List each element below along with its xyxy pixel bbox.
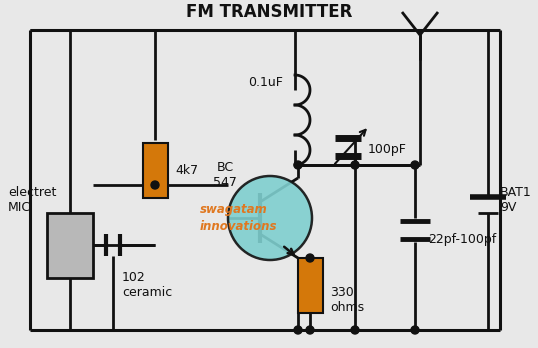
Text: electret
MIC: electret MIC bbox=[8, 186, 56, 214]
Circle shape bbox=[151, 181, 159, 189]
Circle shape bbox=[411, 161, 419, 169]
Circle shape bbox=[351, 161, 359, 169]
Text: BC
547: BC 547 bbox=[213, 161, 237, 189]
Bar bbox=[143, 142, 167, 198]
Bar bbox=[47, 213, 93, 277]
Circle shape bbox=[351, 326, 359, 334]
Circle shape bbox=[306, 326, 314, 334]
Circle shape bbox=[411, 326, 419, 334]
Circle shape bbox=[294, 326, 302, 334]
Text: 100pF: 100pF bbox=[368, 143, 407, 157]
Text: swagatam
innovations: swagatam innovations bbox=[200, 204, 278, 232]
Circle shape bbox=[228, 176, 312, 260]
Circle shape bbox=[306, 254, 314, 262]
Text: 22pf-100pf: 22pf-100pf bbox=[428, 234, 496, 246]
Text: BAT1
9V: BAT1 9V bbox=[500, 186, 532, 214]
Text: 102
ceramic: 102 ceramic bbox=[122, 271, 172, 299]
Text: 330
ohms: 330 ohms bbox=[330, 286, 364, 314]
Bar bbox=[298, 258, 322, 313]
Text: 4k7: 4k7 bbox=[175, 164, 198, 176]
Circle shape bbox=[294, 161, 302, 169]
Text: 0.1uF: 0.1uF bbox=[248, 76, 283, 88]
Text: FM TRANSMITTER: FM TRANSMITTER bbox=[186, 3, 352, 21]
